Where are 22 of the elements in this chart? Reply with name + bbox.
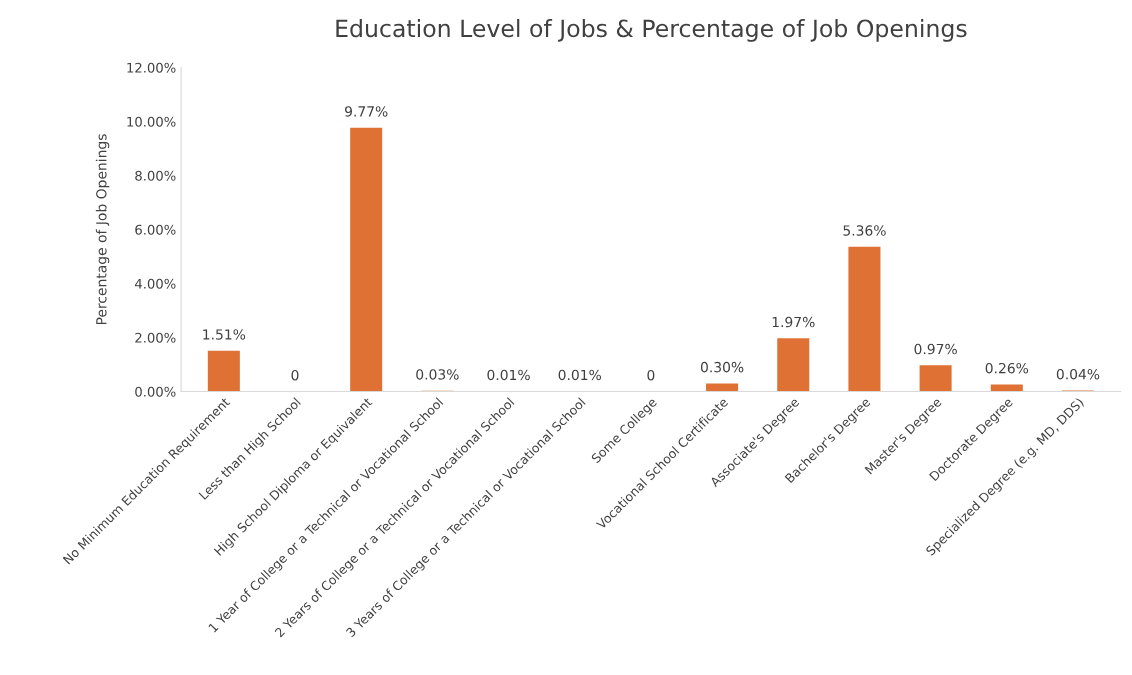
- data-label: 0.97%: [914, 343, 957, 355]
- y-axis-title: Percentage of Job Openings: [95, 134, 110, 325]
- data-label: 0.01%: [558, 369, 602, 381]
- data-label: 0.01%: [487, 369, 530, 381]
- chart-title: Education Level of Jobs & Percentage of Job Openings: [336, 19, 967, 42]
- y-tick-label: 0.00%: [135, 386, 176, 397]
- data-label: 0.26%: [985, 362, 1029, 374]
- y-tick-label: 10.00%: [127, 116, 176, 127]
- y-tick-label: 12.00%: [127, 62, 176, 73]
- data-label: 9.77%: [345, 106, 388, 117]
- data-label: 1.51%: [203, 329, 246, 340]
- data-label: 5.36%: [843, 225, 886, 236]
- y-tick-label: 8.00%: [135, 170, 176, 181]
- data-label: 0: [291, 369, 299, 381]
- y-tick-label: 2.00%: [135, 332, 176, 343]
- data-label: 0.30%: [700, 361, 744, 373]
- data-label: 0.04%: [1056, 368, 1100, 380]
- data-label: 0: [647, 369, 655, 381]
- data-label: 0.03%: [416, 369, 459, 380]
- y-tick-label: 4.00%: [134, 278, 176, 289]
- data-label: 1.97%: [772, 316, 815, 328]
- y-tick-label: 6.00%: [135, 224, 176, 235]
